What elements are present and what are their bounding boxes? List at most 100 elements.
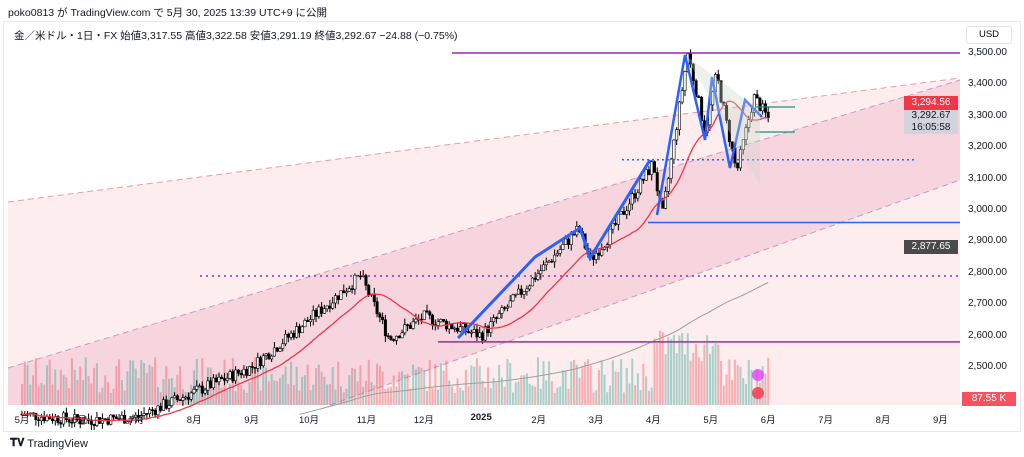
y-tick-label: 2,900.00 [968, 235, 1007, 247]
volume-bar [101, 387, 104, 405]
volume-bar [481, 380, 484, 405]
candle-body [544, 261, 548, 266]
candle-body [64, 412, 68, 421]
candle-body [422, 310, 426, 320]
volume-bar [323, 376, 326, 405]
dividend-icon [752, 387, 764, 399]
volume-bar [489, 388, 492, 405]
volume-bar [392, 375, 395, 405]
volume-bar [353, 369, 356, 405]
candle-body [297, 326, 301, 334]
y-tick-label: 3,500.00 [968, 47, 1007, 58]
volume-bar [115, 365, 118, 405]
candle-body [680, 90, 684, 103]
candle-body [67, 419, 71, 423]
tradingview-logo[interactable]: 𝐓𝐕 TradingView [10, 437, 88, 450]
candle-body [650, 161, 654, 175]
volume-bar [614, 371, 617, 405]
volume-bar [395, 386, 398, 405]
candle-body [456, 327, 460, 332]
candle-body [114, 416, 118, 419]
candle-body [400, 332, 404, 339]
candle-body [175, 395, 179, 400]
candle-body [325, 305, 329, 310]
candle-body [483, 326, 487, 341]
candle-body [198, 385, 202, 388]
x-tick-label: 5月 [14, 415, 30, 426]
volume-bar [21, 384, 23, 405]
candle-body [322, 308, 326, 314]
volume-bar [426, 390, 429, 405]
volume-bar [725, 374, 728, 405]
volume-bar [470, 365, 473, 405]
candle-body [669, 158, 673, 179]
volume-bar [689, 360, 692, 405]
volume-bar [129, 360, 132, 405]
candle-body [100, 418, 104, 424]
candle-body [394, 335, 398, 341]
volume-bar [337, 361, 340, 405]
y-tick-label: 2,500.00 [968, 361, 1007, 372]
candle-body [328, 305, 332, 309]
candle-body [652, 161, 656, 173]
candle-body [378, 313, 382, 318]
volume-bar [659, 330, 662, 405]
volume-bar [140, 360, 143, 405]
candle-body [458, 326, 462, 332]
volume-bar [292, 384, 295, 405]
volume-bar [417, 367, 420, 405]
volume-bar [628, 383, 631, 405]
volume-bar [539, 388, 542, 405]
x-tick-label: 10月 [298, 415, 320, 426]
volume-bar [59, 369, 62, 405]
candle-body [131, 416, 135, 419]
volume-bar [589, 365, 592, 405]
candle-body [300, 326, 304, 334]
candle-body [736, 162, 740, 169]
candle-body [747, 119, 751, 128]
volume-bar [54, 369, 57, 405]
candle-body [566, 238, 570, 245]
volume-bar [340, 386, 343, 405]
candle-body [494, 317, 498, 319]
volume-bar [467, 386, 470, 405]
candle-body [120, 415, 124, 420]
pattern-stroke [655, 54, 763, 216]
y-tick-label: 2,700.00 [968, 298, 1007, 310]
x-tick-label: 2025 [470, 412, 492, 423]
candle-body [677, 101, 681, 130]
candle-body [608, 228, 612, 245]
volume-bar [367, 359, 370, 405]
volume-bar [62, 375, 65, 405]
volume-bar [517, 381, 520, 405]
volume-bar [179, 366, 182, 405]
candle-body [472, 329, 476, 333]
volume-bar [48, 359, 51, 405]
volume-bar [242, 389, 245, 405]
volume-bar [733, 359, 736, 405]
volume-bar [229, 384, 232, 405]
candle-body [641, 178, 645, 181]
candle-body [320, 306, 324, 314]
volume-bar [656, 342, 659, 405]
y-tick-label: 3,100.00 [968, 172, 1007, 184]
candle-body [517, 288, 521, 295]
candle-body [511, 294, 515, 302]
volume-bar [697, 357, 700, 405]
candle-body [231, 371, 235, 382]
ma-20-line [21, 100, 769, 422]
candle-body [453, 327, 457, 330]
currency-button[interactable]: USD [966, 26, 1012, 44]
candle-body [228, 371, 232, 379]
volume-bar [611, 360, 614, 405]
candle-body [153, 410, 157, 416]
candle-body [389, 336, 393, 340]
volume-bar [240, 385, 243, 405]
volume-bar [273, 380, 276, 405]
ma-200-line [299, 282, 769, 415]
volume-bar [406, 373, 409, 405]
candle-body [689, 53, 693, 65]
volume-bar [145, 373, 148, 405]
candle-body [247, 366, 251, 376]
